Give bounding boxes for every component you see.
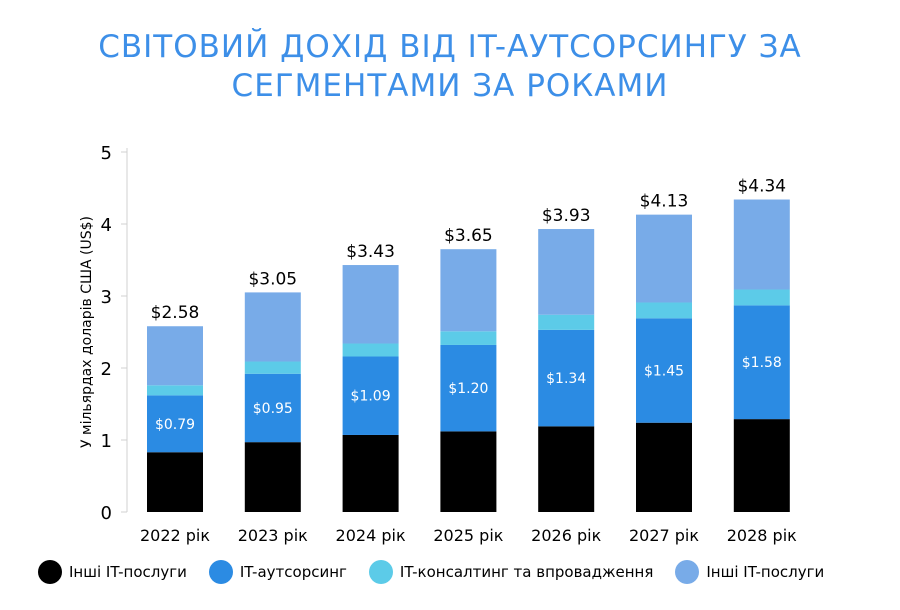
- segment-value-label: $0.95: [253, 401, 293, 417]
- chart-title-line-2: СЕГМЕНТАМИ ЗА РОКАМИ: [231, 68, 669, 104]
- bar-segment: [733, 289, 790, 306]
- bar-total-label: $3.93: [542, 206, 591, 226]
- bar-segment: [538, 229, 595, 315]
- bar-segment: [636, 214, 692, 303]
- bar-total-label: $3.05: [248, 269, 297, 289]
- segment-value-label: $1.45: [644, 364, 684, 380]
- legend-label: Інші IT-послуги: [69, 563, 187, 581]
- bar-total-label: $3.43: [346, 242, 395, 262]
- bar-segment: [440, 249, 497, 332]
- x-tick-label: 2023 рік: [238, 526, 308, 545]
- legend-label: Інші IT-послуги: [706, 563, 825, 581]
- x-tick-label: 2024 рік: [336, 526, 406, 545]
- segment-value-label: $1.20: [448, 381, 488, 397]
- y-tick-label: 1: [101, 431, 112, 452]
- bar-segment: [636, 302, 692, 319]
- bar-segment: [342, 434, 399, 512]
- bar-segment: [733, 419, 790, 512]
- legend-item: IT-аутсорсинг: [208, 560, 347, 584]
- x-tick-label: 2028 рік: [727, 526, 797, 545]
- segment-value-label: $0.79: [155, 417, 195, 433]
- legend-swatch: [38, 560, 62, 584]
- bar-segment: [636, 318, 692, 423]
- legend-item: Інші IT-послуги: [38, 560, 187, 584]
- legend-label: IT-консалтинг та впровадження: [399, 563, 654, 581]
- chart-title: СВІТОВИЙ ДОХІД ВІД IT-АУТСОРСИНГУ ЗА СЕГ…: [0, 28, 900, 106]
- bar-segment: [342, 343, 399, 357]
- legend-item: Інші IT-послуги: [675, 560, 824, 584]
- bar-total-label: $2.58: [151, 303, 200, 323]
- bar-segment: [342, 356, 399, 435]
- y-tick-label: 4: [101, 215, 112, 236]
- bar-segment: [538, 426, 595, 512]
- bar-total-label: $4.34: [737, 177, 786, 197]
- bar-segment: [244, 361, 301, 374]
- bar-segment: [147, 395, 203, 453]
- legend-swatch: [208, 560, 233, 584]
- y-tick-label: 5: [101, 143, 112, 164]
- x-tick-label: 2026 рік: [531, 526, 601, 545]
- bar-total-label: $4.13: [640, 192, 689, 212]
- segment-value-label: $1.58: [742, 355, 782, 371]
- legend-swatch: [675, 560, 700, 584]
- y-axis-label: У мільярдах доларів США (US$): [79, 216, 95, 448]
- chart-title-line-1: СВІТОВИЙ ДОХІД ВІД IT-АУТСОРСИНГУ ЗА: [98, 29, 802, 65]
- bar-segment: [147, 326, 203, 386]
- legend-swatch: [368, 560, 393, 584]
- x-tick-label: 2027 рік: [629, 526, 699, 545]
- legend-label: IT-аутсорсинг: [239, 563, 347, 581]
- bar-segment: [733, 199, 790, 290]
- bar-segment: [244, 373, 301, 443]
- bar-segment: [147, 452, 203, 512]
- bar-segment: [733, 305, 790, 420]
- bar-segment: [244, 292, 301, 362]
- bar-segment: [440, 331, 497, 345]
- bar-segment: [538, 329, 595, 427]
- y-tick-label: 3: [101, 287, 112, 308]
- bar-segment: [440, 344, 497, 432]
- y-tick-label: 0: [101, 503, 112, 524]
- bar-segment: [440, 431, 497, 512]
- bar-segment: [342, 265, 399, 344]
- bar-segment: [147, 385, 203, 396]
- bar-segment: [244, 442, 301, 512]
- segment-value-label: $1.34: [546, 371, 586, 387]
- x-tick-label: 2025 рік: [433, 526, 503, 545]
- bar-segment: [538, 314, 595, 330]
- y-tick-label: 2: [101, 359, 112, 380]
- segment-value-label: $1.09: [351, 389, 391, 405]
- legend-item: IT-консалтинг та впровадження: [368, 560, 654, 584]
- x-tick-label: 2022 рік: [140, 526, 210, 545]
- chart-legend: Інші IT-послуги IT-аутсорсинг IT-консалтин…: [38, 560, 846, 584]
- bar-segment: [636, 422, 692, 512]
- bar-total-label: $3.65: [444, 226, 493, 246]
